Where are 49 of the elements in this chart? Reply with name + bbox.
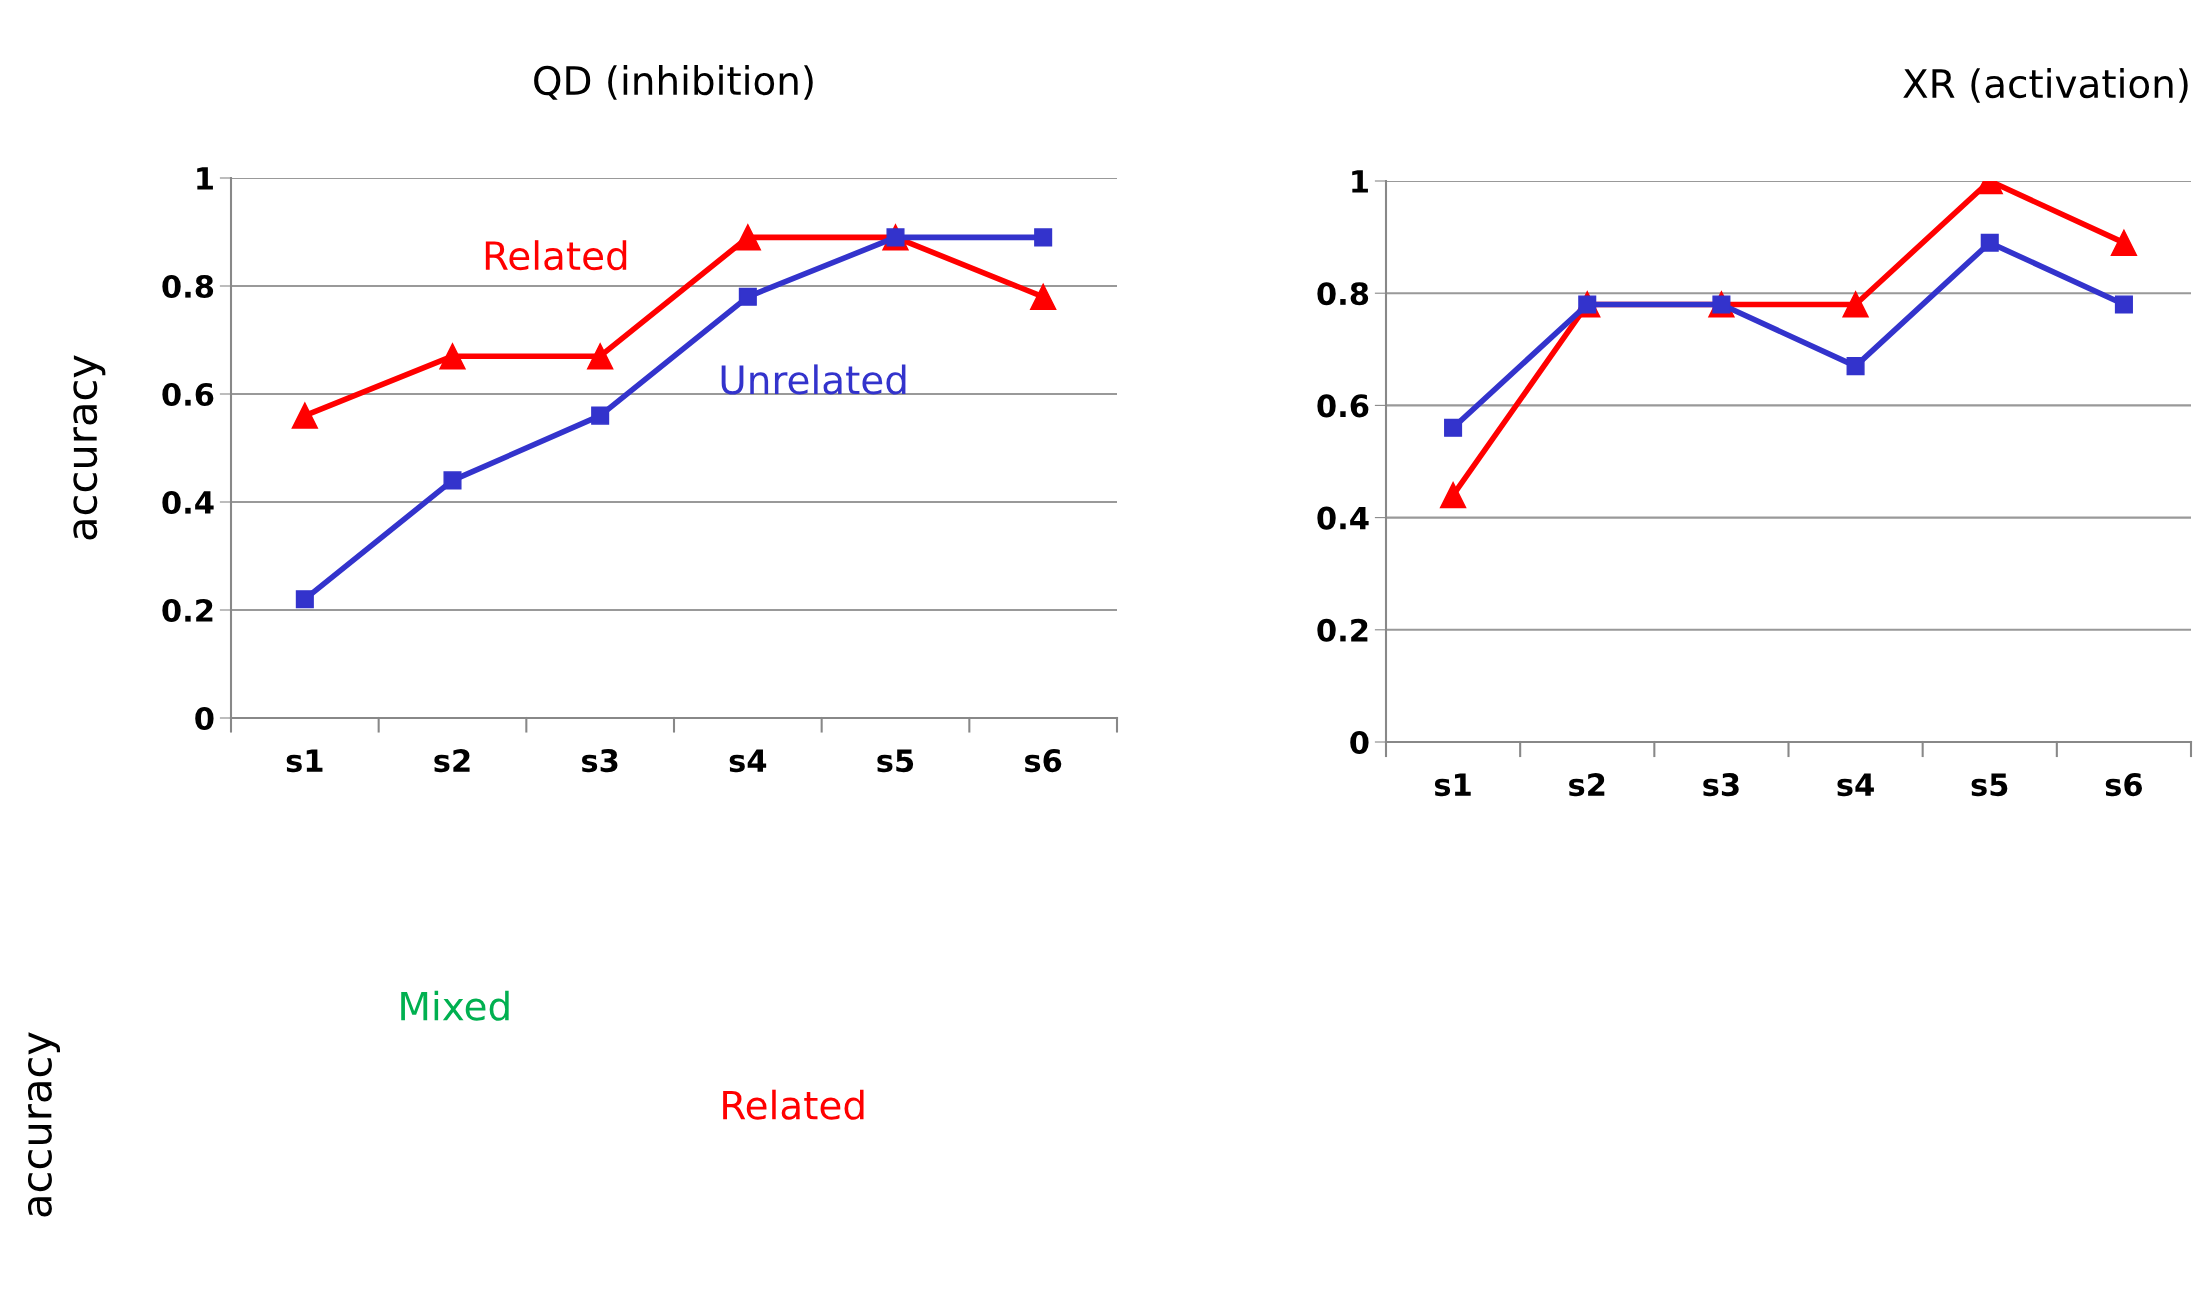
y-tick-label: 1 (197, 167, 213, 190)
y-tick-label: 0.6 (162, 382, 214, 407)
x-tick-label: s1 (1434, 773, 1471, 797)
point (738, 287, 757, 306)
y-tick-label: 0.8 (1317, 282, 1369, 306)
x-tick-label: s6 (1025, 749, 1062, 773)
y-tick-label: 0.8 (162, 274, 214, 299)
point (295, 590, 314, 609)
x-tick-label: s3 (1703, 773, 1739, 797)
point (439, 343, 466, 370)
point (2114, 295, 2133, 314)
x-tick-label: s1 (286, 749, 323, 773)
x-tick-label: s5 (877, 749, 914, 773)
y-tick-label: 0.2 (1317, 618, 1368, 642)
x-tick-label: s4 (1837, 773, 1874, 797)
point (1444, 418, 1463, 437)
x-tick-label: s4 (729, 749, 767, 773)
legend-label: Related (723, 1089, 864, 1120)
x-tick-label: s6 (2105, 773, 2142, 797)
y-tick-label: 0.4 (1317, 506, 1369, 530)
point (1842, 291, 1869, 318)
point (1846, 357, 1865, 376)
y-axis-title: accuracy (73, 355, 106, 540)
chart-title: QD (inhibition) (534, 65, 813, 100)
x-tick-label: s2 (1569, 773, 1605, 797)
chart-title: XR (activation) (1903, 68, 2188, 103)
y-tick-label: 0.6 (1317, 394, 1369, 418)
point (734, 224, 762, 251)
point (1034, 228, 1053, 247)
y-tick-label: 1 (1352, 170, 1368, 193)
series-label: Unrelated (721, 364, 906, 395)
point (291, 402, 319, 429)
point (586, 343, 614, 370)
y-tick-label: 0.2 (162, 598, 213, 623)
x-tick-label: s5 (1971, 773, 2008, 797)
point (1439, 481, 1467, 509)
x-tick-label: s2 (434, 749, 470, 773)
legend-label: Mixed (401, 990, 509, 1021)
point (591, 406, 610, 425)
text: accuracy (28, 1032, 60, 1217)
point (2110, 229, 2138, 256)
point (1029, 283, 1057, 310)
x-tick-label: s3 (582, 749, 618, 773)
y-tick-label: 0.4 (162, 490, 214, 515)
y-tick-label: 0 (1350, 730, 1369, 755)
series-label: Related (485, 240, 627, 271)
y-tick-label: 0 (195, 706, 214, 731)
point (1980, 233, 1999, 252)
point (443, 471, 462, 490)
